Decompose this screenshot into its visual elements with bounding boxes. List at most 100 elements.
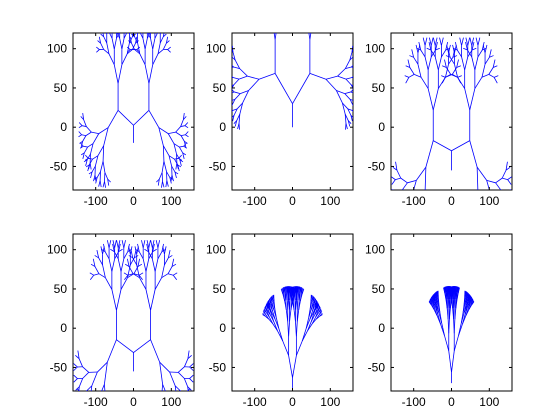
tree-branch [127, 26, 128, 32]
tree-branch [289, 288, 292, 295]
tree-branch [233, 66, 240, 70]
tree-branch [505, 166, 511, 171]
tree-branch [405, 65, 410, 68]
tree-branch [103, 362, 108, 385]
x-tick-label: -100 [84, 395, 108, 409]
tree-branch [127, 29, 130, 32]
tree-branch [501, 191, 506, 192]
tree-branch [157, 49, 164, 55]
tree-branch [138, 251, 144, 260]
tree-branch [310, 314, 316, 322]
tree-branch [163, 415, 166, 420]
tree-branch [354, 100, 357, 101]
tree-branch [152, 243, 155, 252]
tree-branch [157, 251, 163, 260]
tree-branch [488, 215, 493, 216]
tree-branch [474, 77, 483, 89]
tree-branch [232, 66, 234, 69]
tree-branch [182, 152, 185, 159]
tree-branch [139, 277, 147, 290]
tree-branch [124, 23, 125, 29]
tree-branch [167, 266, 173, 274]
tree-branch [97, 361, 108, 373]
tree-branch [351, 77, 353, 79]
tree-branch [345, 78, 352, 86]
tree-branch [507, 192, 511, 197]
tree-branch [447, 49, 451, 58]
tree-branch [248, 78, 260, 91]
tree-branch [238, 114, 241, 124]
tree-branch [344, 93, 351, 100]
tree-branch [470, 299, 474, 305]
tree-branch [133, 339, 151, 353]
tree-branch [232, 64, 234, 68]
tree-branch [128, 255, 133, 259]
tree-branch [184, 125, 189, 129]
tree-branch [432, 301, 435, 309]
tree-branch [449, 57, 455, 65]
tree-branch [300, 0, 302, 2]
tree-branch [158, 172, 163, 180]
tree-branch [446, 67, 452, 75]
tree-branch [179, 146, 184, 154]
x-tick-label: -100 [402, 395, 426, 409]
tree-branch [397, 206, 401, 211]
tree-branch [240, 90, 249, 94]
tree-branch [465, 309, 470, 316]
tree-branch [481, 222, 483, 232]
tree-branch [355, 93, 358, 94]
tree-branch [262, 0, 267, 2]
tree-branch [464, 56, 469, 71]
tree-branch [116, 339, 134, 353]
tree-branch [430, 49, 436, 58]
tree-branch [318, 0, 323, 2]
tree-branch [297, 292, 300, 301]
tree-branch [264, 306, 268, 311]
tree-branch [436, 291, 439, 297]
tree-branch [162, 145, 170, 156]
tree-branch [467, 301, 471, 308]
tree-branch [470, 298, 474, 304]
tree-branch [316, 315, 320, 320]
y-tick-label: 0 [378, 120, 385, 134]
tree-branch [495, 182, 502, 190]
tree-branch [177, 372, 185, 379]
tree-branch [126, 49, 133, 55]
tree-branch [434, 308, 438, 316]
tree-branch [126, 46, 131, 50]
tree-branch [168, 155, 175, 160]
tree-branch [177, 164, 182, 168]
y-tick-label: -50 [209, 159, 227, 173]
tree-branch [284, 0, 289, 2]
tree-branch [493, 77, 498, 84]
tree-branch [137, 258, 141, 267]
tree-branch [179, 145, 184, 148]
tree-branch [305, 319, 311, 329]
tree-branch [411, 211, 413, 221]
x-tick-label: -100 [402, 194, 426, 208]
tree-branch [298, 300, 301, 311]
tree-branch [152, 53, 159, 65]
tree-branch [441, 49, 447, 58]
tree-branch [158, 29, 161, 32]
tree-branch [187, 355, 192, 359]
tree-branch [476, 166, 488, 181]
tree-branch [269, 298, 272, 304]
tree-branch [351, 49, 353, 53]
tree-branch [185, 400, 189, 404]
tree-branch [229, 52, 231, 56]
tree-branch [469, 297, 473, 303]
tree-branch [173, 272, 178, 276]
tree-branch [237, 123, 240, 130]
tree-branch [242, 90, 249, 104]
y-tick-label: 100 [47, 42, 67, 56]
tree-branch [266, 303, 270, 309]
tree-branch [186, 388, 191, 391]
tree-branch [91, 410, 93, 417]
tree-branch [475, 223, 478, 233]
tree-branch [457, 286, 459, 293]
tree-branch [126, 49, 131, 53]
x-tick-label: 0 [289, 395, 296, 409]
tree-branch [114, 240, 117, 249]
tree-branch [227, 69, 230, 72]
